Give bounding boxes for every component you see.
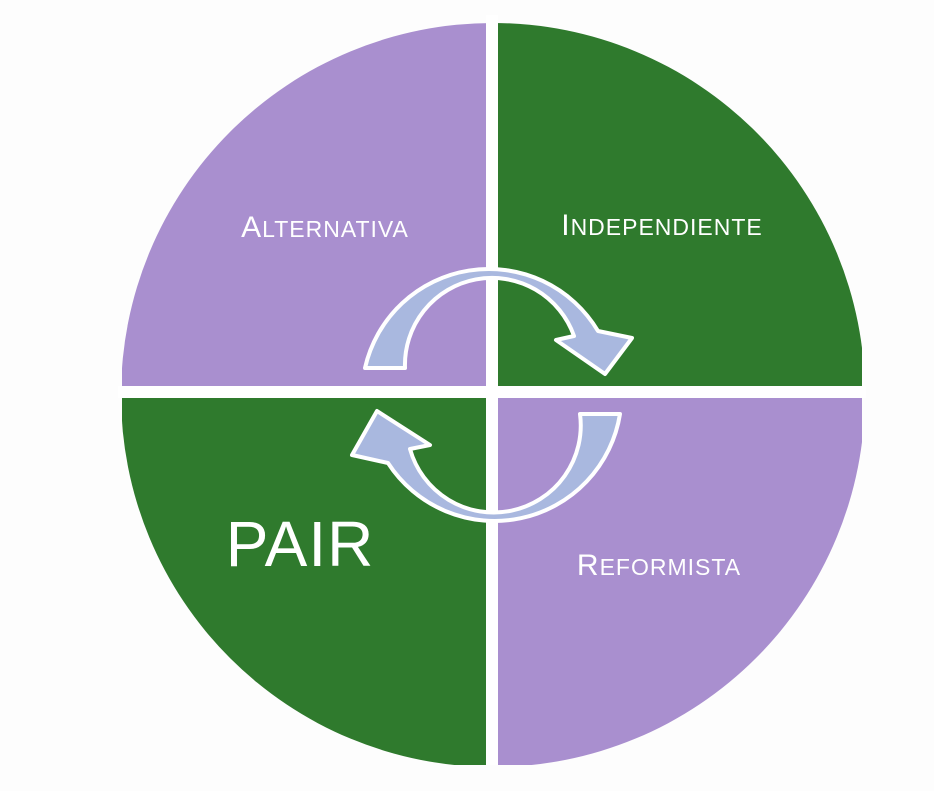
label-pair: PAIR [226, 508, 375, 580]
label-alternativa-initial: A [241, 211, 262, 244]
label-independiente-initial: I [561, 209, 570, 242]
divider-horizontal [118, 386, 866, 398]
label-independiente: INDEPENDIENTE [561, 209, 763, 242]
label-alternativa-rest: LTERNATIVA [262, 216, 409, 242]
cycle-arrow-bottom [350, 409, 622, 523]
label-independiente-rest: NDEPENDIENTE [571, 214, 763, 240]
trim-left [0, 0, 122, 791]
arrow-bottom-shape [350, 409, 622, 523]
label-alternativa: ALTERNATIVA [241, 211, 409, 244]
quadrant-bottom-left [121, 395, 493, 767]
label-reformista: REFORMISTA [577, 549, 741, 582]
quadrant-top-left [121, 23, 493, 395]
label-reformista-rest: EFORMISTA [600, 554, 741, 580]
cycle-arrow-top [363, 267, 634, 376]
label-reformista-initial: R [577, 549, 600, 582]
trim-right [862, 0, 934, 791]
trim-bottom [0, 765, 934, 791]
quadrant-top-right [493, 23, 865, 395]
quadrant-bottom-right [493, 395, 865, 767]
arrow-top-shape [363, 267, 634, 376]
